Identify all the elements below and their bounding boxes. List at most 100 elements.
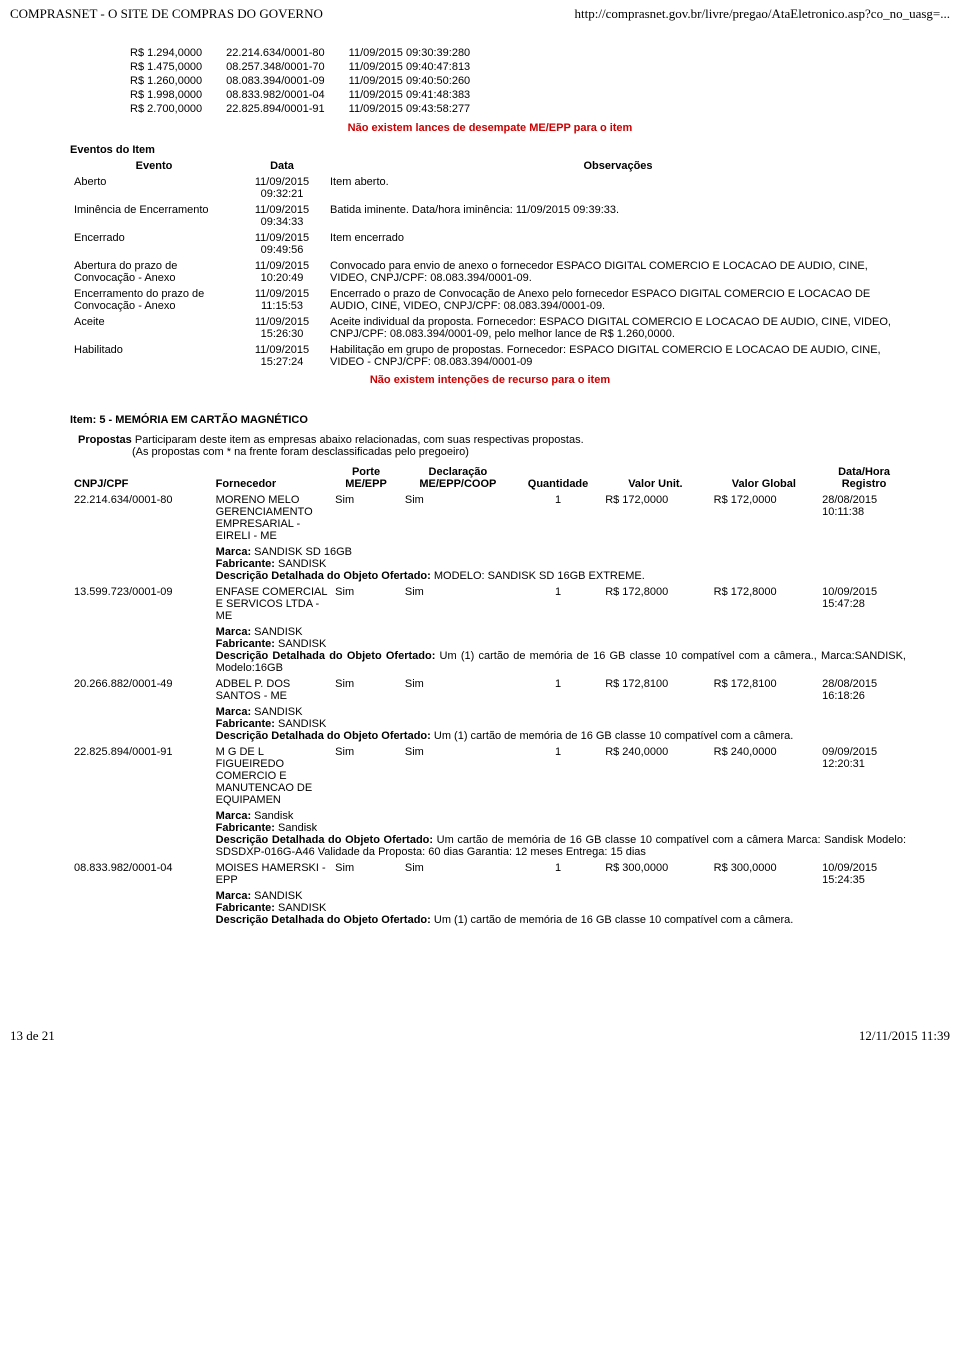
fabricante-value: SANDISK <box>275 718 326 730</box>
proposal-row: 22.825.894/0001-91M G DE L FIGUEIREDO CO… <box>70 744 910 808</box>
evento-data: 11/09/2015 10:20:49 <box>238 258 326 286</box>
propostas-text2: (As propostas com * na frente foram desc… <box>132 446 469 458</box>
propostas-label: Propostas <box>78 434 132 446</box>
bid-timestamp: 11/09/2015 09:41:48:383 <box>349 88 495 102</box>
prop-qtd: 1 <box>515 492 601 544</box>
prop-fornecedor: MORENO MELO GERENCIAMENTO EMPRESARIAL - … <box>212 492 332 544</box>
marca-value: SANDISK <box>251 890 302 902</box>
evento-row: Abertura do prazo de Convocação - Anexo1… <box>70 258 910 286</box>
evento-data: 11/09/2015 09:32:21 <box>238 174 326 202</box>
prop-qtd: 1 <box>515 676 601 704</box>
print-timestamp: 12/11/2015 11:39 <box>859 1028 950 1044</box>
prop-fornecedor: M G DE L FIGUEIREDO COMERCIO E MANUTENCA… <box>212 744 332 808</box>
evento-name: Aceite <box>70 314 238 342</box>
bid-row: R$ 1.475,000008.257.348/0001-7011/09/201… <box>130 60 494 74</box>
proposal-row: 13.599.723/0001-09ENFASE COMERCIAL E SER… <box>70 584 910 624</box>
col-valor-unit: Valor Unit. <box>601 464 709 492</box>
prop-valor-unit: R$ 300,0000 <box>601 860 709 888</box>
evento-row: Aceite11/09/2015 15:26:30Aceite individu… <box>70 314 910 342</box>
bid-row: R$ 1.294,000022.214.634/0001-8011/09/201… <box>130 46 494 60</box>
col-evento: Evento <box>70 158 238 174</box>
prop-qtd: 1 <box>515 744 601 808</box>
proposals-intro: Propostas Participaram deste item as emp… <box>78 434 910 458</box>
prop-data-hora: 28/08/2015 10:11:38 <box>818 492 910 544</box>
fabricante-value: SANDISK <box>275 638 326 650</box>
evento-row: Encerrado11/09/2015 09:49:56Item encerra… <box>70 230 910 258</box>
evento-row: Iminência de Encerramento11/09/2015 09:3… <box>70 202 910 230</box>
col-fornecedor: Fornecedor <box>212 464 332 492</box>
bid-timestamp: 11/09/2015 09:43:58:277 <box>349 102 495 116</box>
prop-cnpj: 22.214.634/0001-80 <box>70 492 212 544</box>
prop-valor-global: R$ 240,0000 <box>710 744 818 808</box>
prop-cnpj: 08.833.982/0001-04 <box>70 860 212 888</box>
prop-fornecedor: ADBEL P. DOS SANTOS - ME <box>212 676 332 704</box>
eventos-table: Evento Data Observações Aberto11/09/2015… <box>70 158 910 370</box>
bid-cnpj: 22.214.634/0001-80 <box>226 46 348 60</box>
marca-label: Marca: <box>216 706 251 718</box>
prop-data-hora: 10/09/2015 15:24:35 <box>818 860 910 888</box>
bid-timestamp: 11/09/2015 09:40:47:813 <box>349 60 495 74</box>
bid-row: R$ 1.260,000008.083.394/0001-0911/09/201… <box>130 74 494 88</box>
prop-cnpj: 22.825.894/0001-91 <box>70 744 212 808</box>
evento-row: Habilitado11/09/2015 15:27:24Habilitação… <box>70 342 910 370</box>
evento-name: Encerrado <box>70 230 238 258</box>
col-obs: Observações <box>326 158 910 174</box>
proposal-detail: Marca: SandiskFabricante: SandiskDescriç… <box>212 808 910 860</box>
descricao-label: Descrição Detalhada do Objeto Ofertado: <box>216 834 433 846</box>
marca-value: SANDISK SD 16GB <box>251 546 352 558</box>
fabricante-label: Fabricante: <box>216 638 275 650</box>
prop-porte: Sim <box>331 744 401 808</box>
prop-decl: Sim <box>401 860 515 888</box>
bid-row: R$ 1.998,000008.833.982/0001-0411/09/201… <box>130 88 494 102</box>
col-data-hora: Data/Hora Registro <box>818 464 910 492</box>
page-footer: 13 de 21 12/11/2015 11:39 <box>10 1028 950 1044</box>
col-valor-global: Valor Global <box>710 464 818 492</box>
bid-timestamp: 11/09/2015 09:40:50:260 <box>349 74 495 88</box>
proposal-detail-row: Marca: SANDISKFabricante: SANDISKDescriç… <box>70 888 910 928</box>
prop-data-hora: 28/08/2015 16:18:26 <box>818 676 910 704</box>
marca-label: Marca: <box>216 546 251 558</box>
prop-valor-global: R$ 172,8000 <box>710 584 818 624</box>
prop-qtd: 1 <box>515 860 601 888</box>
item-title: Item: 5 - MEMÓRIA EM CARTÃO MAGNÉTICO <box>70 414 910 426</box>
proposal-row: 20.266.882/0001-49ADBEL P. DOS SANTOS - … <box>70 676 910 704</box>
marca-label: Marca: <box>216 626 251 638</box>
fabricante-label: Fabricante: <box>216 718 275 730</box>
bid-cnpj: 22.825.894/0001-91 <box>226 102 348 116</box>
proposal-detail-row: Marca: SANDISK SD 16GBFabricante: SANDIS… <box>70 544 910 584</box>
evento-obs: Item encerrado <box>326 230 910 258</box>
evento-data: 11/09/2015 15:27:24 <box>238 342 326 370</box>
evento-name: Iminência de Encerramento <box>70 202 238 230</box>
proposals-table: CNPJ/CPF Fornecedor Porte ME/EPP Declara… <box>70 464 910 928</box>
evento-data: 11/09/2015 11:15:53 <box>238 286 326 314</box>
proposal-detail: Marca: SANDISK SD 16GBFabricante: SANDIS… <box>212 544 910 584</box>
prop-decl: Sim <box>401 584 515 624</box>
prop-valor-global: R$ 172,8100 <box>710 676 818 704</box>
prop-data-hora: 10/09/2015 15:47:28 <box>818 584 910 624</box>
page-header: COMPRASNET - O SITE DE COMPRAS DO GOVERN… <box>10 6 950 22</box>
evento-name: Abertura do prazo de Convocação - Anexo <box>70 258 238 286</box>
descricao-value: Um (1) cartão de memória de 16 GB classe… <box>431 914 794 926</box>
prop-qtd: 1 <box>515 584 601 624</box>
col-porte: Porte ME/EPP <box>331 464 401 492</box>
marca-value: SANDISK <box>251 706 302 718</box>
marca-label: Marca: <box>216 890 251 902</box>
evento-obs: Aceite individual da proposta. Fornecedo… <box>326 314 910 342</box>
col-cnpj: CNPJ/CPF <box>70 464 212 492</box>
evento-row: Aberto11/09/2015 09:32:21Item aberto. <box>70 174 910 202</box>
fabricante-label: Fabricante: <box>216 558 275 570</box>
bid-cnpj: 08.083.394/0001-09 <box>226 74 348 88</box>
proposal-detail: Marca: SANDISKFabricante: SANDISKDescriç… <box>212 624 910 676</box>
header-url: http://comprasnet.gov.br/livre/pregao/At… <box>575 6 950 22</box>
marca-value: SANDISK <box>251 626 302 638</box>
bid-cnpj: 08.833.982/0001-04 <box>226 88 348 102</box>
col-data: Data <box>238 158 326 174</box>
evento-obs: Convocado para envio de anexo o forneced… <box>326 258 910 286</box>
bid-row: R$ 2.700,000022.825.894/0001-9111/09/201… <box>130 102 494 116</box>
prop-valor-unit: R$ 240,0000 <box>601 744 709 808</box>
evento-name: Aberto <box>70 174 238 202</box>
bid-valor: R$ 1.294,0000 <box>130 46 226 60</box>
evento-data: 11/09/2015 09:34:33 <box>238 202 326 230</box>
marca-label: Marca: <box>216 810 251 822</box>
bid-timestamp: 11/09/2015 09:30:39:280 <box>349 46 495 60</box>
